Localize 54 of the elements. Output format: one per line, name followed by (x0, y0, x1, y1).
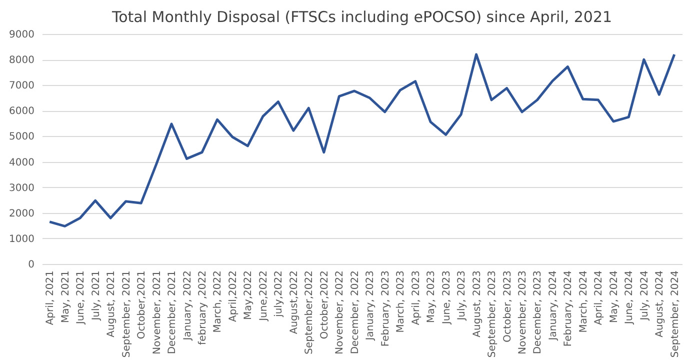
x-tick-label: April, 2021 (45, 270, 56, 326)
x-tick-label: May, 2023 (426, 270, 438, 323)
x-tick-label: July, 2021 (90, 270, 102, 322)
y-tick-label: 1000 (9, 234, 34, 245)
y-tick-label: 6000 (9, 106, 34, 118)
x-tick-label: January, 2023 (365, 270, 376, 342)
y-tick-label: 5000 (9, 132, 34, 143)
x-tick-label: October,2022 (319, 270, 330, 340)
x-tick-label: August,2022 (288, 270, 300, 334)
x-tick-label: May, 2021 (60, 270, 72, 323)
x-tick-label: November, 2021 (152, 270, 163, 354)
x-tick-label: June, 2023 (441, 270, 452, 326)
x-tick-label: September, 2021 (121, 270, 132, 358)
x-tick-label: October,2021 (136, 270, 148, 340)
x-tick-label: December, 2022 (350, 270, 361, 354)
y-tick-label: 0 (28, 260, 34, 270)
x-tick-label: June, 2024 (624, 270, 636, 326)
x-tick-label: December, 2021 (167, 270, 178, 354)
x-tick-label: September,2022 (304, 270, 316, 354)
y-tick-label: 3000 (9, 182, 34, 194)
x-tick-label: September, 2023 (487, 270, 498, 358)
y-tick-label: 7000 (9, 80, 34, 92)
x-tick-label: June,2022 (258, 270, 270, 322)
x-tick-label: April,2022 (228, 270, 239, 322)
y-tick-label: 4000 (9, 157, 34, 168)
x-tick-label: February, 2024 (563, 270, 574, 347)
x-tick-label: February, 2023 (380, 270, 392, 347)
y-tick-label: 2000 (9, 208, 34, 220)
y-tick-label: 9000 (9, 30, 34, 40)
x-tick-label: September, 2024 (670, 270, 681, 358)
chart-title: Total Monthly Disposal (FTSCs including ePOCSO) since April, 2021 (110, 8, 612, 26)
x-tick-label: October, 2023 (502, 270, 514, 342)
x-tick-label: March, 2024 (578, 270, 590, 333)
x-tick-label: July, 2023 (456, 270, 468, 322)
line-series (48, 53, 676, 228)
x-tick-label: January, 2024 (548, 270, 559, 342)
x-tick-label: August, 2021 (106, 270, 118, 338)
x-tick-label: July, 2024 (639, 270, 650, 322)
x-tick-label: April, 2023 (410, 270, 422, 326)
x-tick-label: May, 2024 (608, 270, 620, 323)
x-tick-label: June, 2021 (76, 270, 87, 326)
x-tick-label: January, 2022 (182, 270, 194, 342)
x-tick-label: August, 2023 (472, 270, 483, 338)
x-tick-label: july,2022 (274, 270, 285, 318)
x-tick-label: December, 2023 (532, 270, 544, 354)
x-tick-label: March, 2023 (396, 270, 407, 333)
x-tick-label: November, 2022 (334, 270, 346, 354)
x-tick-label: November, 2023 (518, 270, 528, 354)
x-tick-label: August, 2024 (654, 270, 666, 338)
x-tick-label: february ,2022 (198, 270, 208, 345)
x-tick-label: April, 2024 (594, 270, 605, 326)
x-tick-label: March, 2022 (212, 270, 224, 333)
y-tick-label: 8000 (9, 55, 34, 66)
x-tick-label: May,2022 (243, 270, 254, 320)
